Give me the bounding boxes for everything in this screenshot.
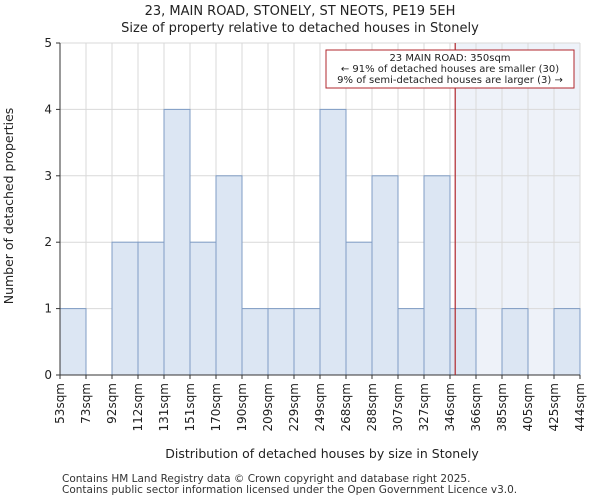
footer-line-1: Contains HM Land Registry data © Crown c…	[62, 473, 471, 485]
annotation-line: 9% of semi-detached houses are larger (3…	[337, 75, 563, 86]
bar	[215, 175, 243, 376]
y-axis-title: Number of detached properties	[1, 108, 16, 305]
x-tick-label: 112sqm	[131, 383, 145, 431]
x-tick-label: 229sqm	[287, 383, 301, 431]
bar	[319, 108, 347, 376]
y-tick-label: 0	[44, 368, 52, 382]
x-tick-label: 131sqm	[157, 383, 171, 431]
chart-title: Size of property relative to detached ho…	[121, 21, 479, 36]
bar	[189, 241, 217, 376]
x-tick-label: 346sqm	[443, 383, 457, 431]
y-tick-label: 5	[44, 36, 52, 50]
footer-line-2: Contains public sector information licen…	[62, 484, 518, 496]
bar	[293, 308, 321, 376]
x-tick-label: 307sqm	[391, 383, 405, 431]
annotation-box	[325, 49, 575, 89]
x-tick-label: 190sqm	[235, 383, 249, 431]
x-tick-label: 92sqm	[105, 383, 119, 424]
x-tick-label: 366sqm	[469, 383, 483, 431]
x-tick-label: 425sqm	[547, 383, 561, 431]
bar	[553, 308, 581, 376]
x-tick-label: 209sqm	[261, 383, 275, 431]
bar	[241, 308, 269, 376]
y-tick-label: 1	[44, 302, 52, 316]
x-tick-label: 385sqm	[495, 383, 509, 431]
bar	[423, 175, 451, 376]
bar	[137, 241, 165, 376]
annotation-line: ← 91% of detached houses are smaller (30…	[341, 64, 559, 75]
x-tick-label: 444sqm	[573, 383, 587, 431]
bar	[345, 241, 373, 376]
y-tick-label: 3	[44, 169, 52, 183]
bar	[163, 108, 191, 376]
bar	[59, 308, 87, 376]
x-tick-label: 151sqm	[183, 383, 197, 431]
y-tick-label: 4	[44, 102, 52, 116]
bar	[371, 175, 399, 376]
x-tick-label: 268sqm	[339, 383, 353, 431]
bar	[397, 308, 425, 376]
bar	[501, 308, 529, 376]
page-title: 23, MAIN ROAD, STONELY, ST NEOTS, PE19 5…	[144, 4, 456, 19]
x-tick-label: 73sqm	[79, 383, 93, 424]
x-tick-label: 170sqm	[209, 383, 223, 431]
x-tick-label: 53sqm	[53, 383, 67, 424]
x-tick-label: 249sqm	[313, 383, 327, 431]
x-tick-label: 327sqm	[417, 383, 431, 431]
annotation-line: 23 MAIN ROAD: 350sqm	[389, 53, 510, 64]
y-tick-label: 2	[44, 235, 52, 249]
x-tick-label: 288sqm	[365, 383, 379, 431]
bar	[449, 308, 477, 376]
x-axis-title: Distribution of detached houses by size …	[165, 446, 479, 461]
bar	[111, 241, 139, 376]
bar	[267, 308, 295, 376]
x-tick-label: 405sqm	[521, 383, 535, 431]
